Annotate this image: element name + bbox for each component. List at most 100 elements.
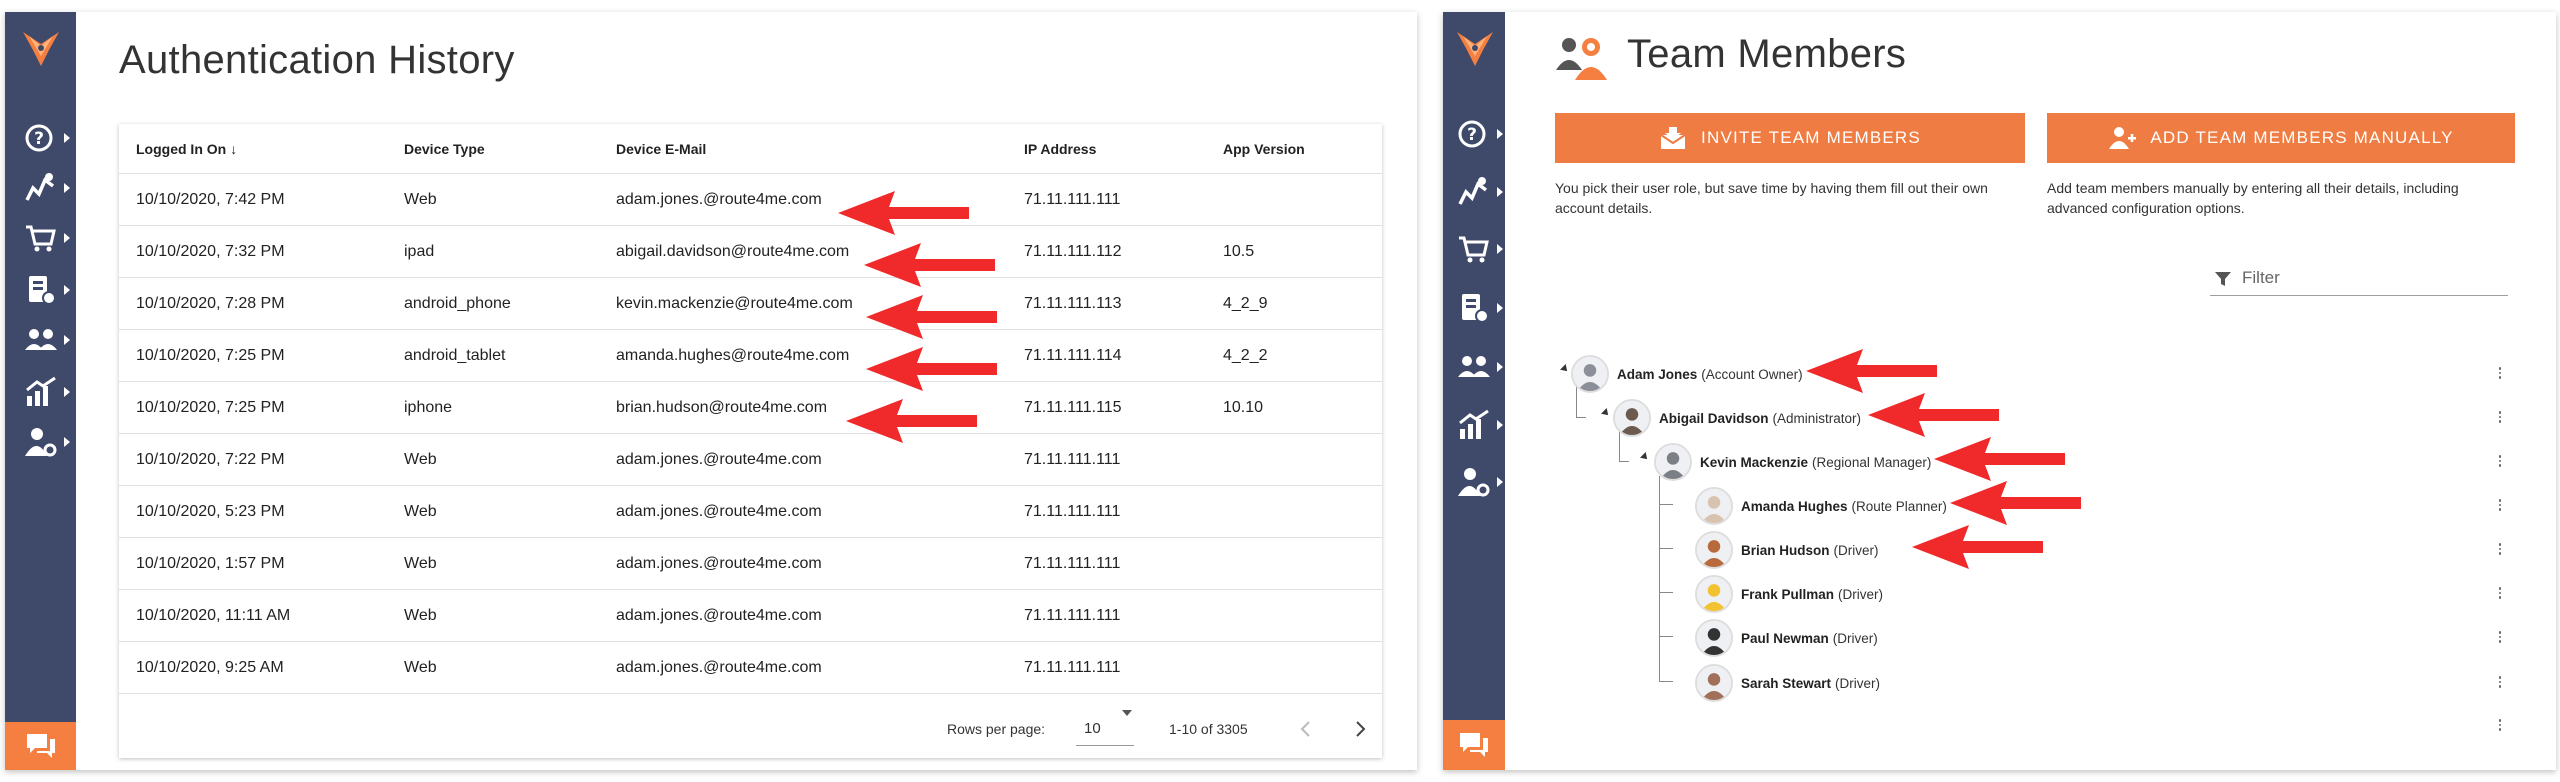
logged-in-on-cell: 10/10/2020, 7:25 PM (136, 347, 285, 364)
logged-in-on-cell: 10/10/2020, 7:32 PM (136, 243, 285, 260)
more-options-icon[interactable] (2497, 718, 2503, 734)
member-role: (Driver) (1838, 586, 1884, 602)
ip-address-cell: 71.11.111.111 (1024, 555, 1121, 572)
previous-page-icon[interactable] (1291, 714, 1321, 744)
nav-orders[interactable] (1443, 224, 1505, 274)
app-version-cell: 4_2_9 (1223, 295, 1268, 312)
rows-per-page-select[interactable]: 10 (1076, 710, 1134, 746)
route4me-logo-icon[interactable] (1453, 26, 1497, 70)
next-page-icon[interactable] (1345, 714, 1375, 744)
nav-help[interactable]: ? (5, 113, 76, 163)
member-role: (Driver) (1833, 542, 1879, 558)
team-member-item[interactable]: Amanda Hughes (Route Planner) (1695, 486, 1947, 526)
team-member-item[interactable]: Adam Jones (Account Owner) (1571, 354, 1803, 394)
nav-help[interactable]: ? (1443, 109, 1505, 159)
invite-description: You pick their user role, but save time … (1555, 180, 1988, 216)
more-options-icon[interactable] (2497, 454, 2503, 470)
add-team-members-manually-label: ADD TEAM MEMBERS MANUALLY (2150, 128, 2454, 147)
cart-icon (25, 225, 56, 252)
team-member-item[interactable]: Sarah Stewart (Driver) (1695, 663, 1880, 703)
nav-analytics[interactable] (1443, 400, 1505, 450)
chat-button[interactable] (1443, 720, 1505, 770)
table-row: 10/10/2020, 7:25 PM iphone brian.hudson@ro… (119, 382, 1382, 434)
column-device-email[interactable]: Device E-Mail (616, 141, 707, 157)
sidebar: ? (1443, 12, 1505, 770)
table-row: 10/10/2020, 7:22 PM Web adam.jones.@route4… (119, 434, 1382, 486)
team-member-item[interactable]: Brian Hudson (Driver) (1695, 530, 1879, 570)
logged-in-on-cell: 10/10/2020, 7:42 PM (136, 191, 285, 208)
annotation-arrow-icon (1912, 525, 2043, 569)
device-type-cell: Web (404, 503, 437, 520)
avatar (1695, 664, 1733, 702)
device-email-cell: adam.jones.@route4me.com (616, 503, 822, 520)
avatar (1695, 619, 1733, 657)
collapse-icon[interactable] (1601, 408, 1611, 418)
collapse-icon[interactable] (1640, 452, 1650, 462)
ip-address-cell: 71.11.111.111 (1024, 451, 1121, 468)
delivery-icon (28, 276, 56, 305)
device-type-cell: Web (404, 555, 437, 572)
member-name: Adam Jones (1617, 366, 1698, 382)
column-logged-in-on[interactable]: Logged In On ↓ (136, 124, 237, 174)
help-icon: ? (1458, 120, 1486, 148)
more-options-icon[interactable] (2497, 542, 2503, 558)
svg-text:?: ? (1467, 125, 1477, 145)
nav-orders[interactable] (5, 213, 76, 263)
team-member-item[interactable]: Kevin Mackenzie (Regional Manager) (1654, 442, 1931, 482)
device-email-cell: adam.jones.@route4me.com (616, 607, 822, 624)
authentication-table: Logged In On ↓ Device Type Device E-Mail … (119, 124, 1382, 758)
member-name: Kevin Mackenzie (1700, 454, 1809, 470)
device-type-cell: Web (404, 659, 437, 676)
sort-down-icon[interactable]: ↓ (230, 141, 238, 157)
collapse-icon[interactable] (1560, 364, 1570, 374)
device-type-cell: ipad (404, 243, 435, 260)
delivery-icon (1462, 294, 1489, 323)
ip-address-cell: 71.11.111.111 (1024, 659, 1121, 676)
more-options-icon[interactable] (2497, 366, 2503, 382)
annotation-arrow-icon (1868, 393, 1999, 437)
more-options-icon[interactable] (2497, 630, 2503, 646)
nav-team[interactable] (5, 315, 76, 365)
more-options-icon[interactable] (2497, 586, 2503, 602)
cart-icon (1459, 236, 1489, 263)
routes-icon (24, 173, 54, 201)
table-pagination: Rows per page: 10 1-10 of 3305 (119, 700, 1382, 758)
column-app-version[interactable]: App Version (1223, 141, 1305, 157)
route4me-logo-icon[interactable] (19, 26, 63, 70)
logged-in-on-cell: 10/10/2020, 7:22 PM (136, 451, 285, 468)
chat-button[interactable] (5, 722, 76, 770)
rows-per-page-value: 10 (1084, 720, 1101, 737)
filter-input[interactable]: Filter (2210, 262, 2508, 296)
member-name: Frank Pullman (1741, 586, 1835, 602)
nav-team[interactable] (1443, 342, 1505, 392)
team-member-item[interactable]: Frank Pullman (Driver) (1695, 574, 1883, 614)
team-member-item[interactable]: Abigail Davidson (Administrator) (1613, 398, 1861, 438)
user-settings-icon (1458, 468, 1490, 497)
nav-delivery[interactable] (5, 265, 76, 315)
annotation-arrow-icon (864, 243, 995, 287)
nav-user-settings[interactable] (1443, 457, 1505, 507)
member-name: Abigail Davidson (1659, 410, 1769, 426)
column-ip-address[interactable]: IP Address (1024, 141, 1097, 157)
device-email-cell: brian.hudson@route4me.com (616, 399, 828, 416)
avatar (1654, 443, 1692, 481)
more-options-icon[interactable] (2497, 498, 2503, 514)
team-member-item[interactable]: Paul Newman (Driver) (1695, 618, 1878, 658)
nav-user-settings[interactable] (5, 417, 76, 467)
nav-routes[interactable] (1443, 167, 1505, 217)
nav-analytics[interactable] (5, 367, 76, 417)
annotation-arrow-icon (866, 347, 997, 391)
nav-routes[interactable] (5, 163, 76, 213)
more-options-icon[interactable] (2497, 675, 2503, 691)
nav-delivery[interactable] (1443, 283, 1505, 333)
column-device-type[interactable]: Device Type (404, 141, 485, 157)
add-team-members-manually-button[interactable]: ADD TEAM MEMBERS MANUALLY (2047, 113, 2515, 163)
device-email-cell: adam.jones.@route4me.com (616, 659, 822, 676)
more-options-icon[interactable] (2497, 410, 2503, 426)
invite-team-members-button[interactable]: INVITE TEAM MEMBERS (1555, 113, 2025, 163)
member-role: (Driver) (1832, 630, 1878, 646)
invite-team-members-label: INVITE TEAM MEMBERS (1701, 128, 1921, 147)
avatar (1695, 487, 1733, 525)
annotation-arrow-icon (1806, 349, 1937, 393)
ip-address-cell: 71.11.111.111 (1024, 607, 1121, 624)
